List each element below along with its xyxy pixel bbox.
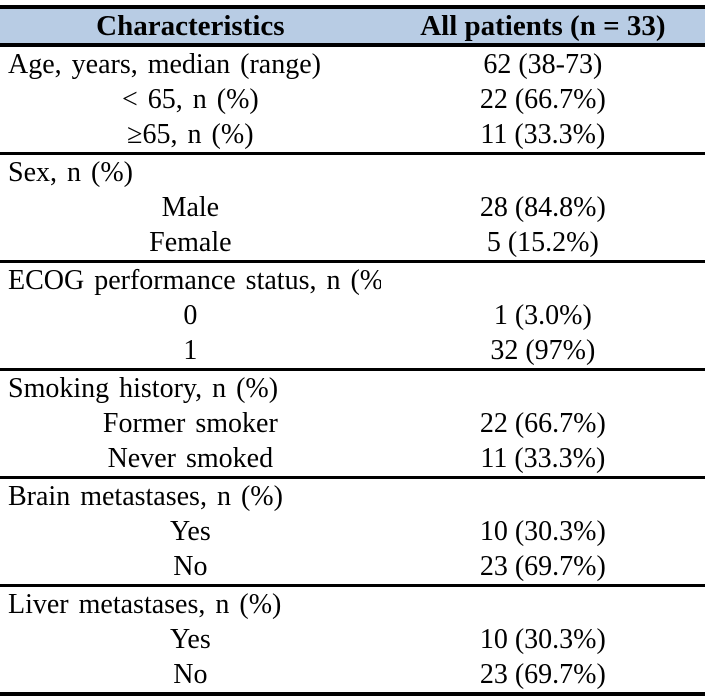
row-value: 10 (30.3%) — [479, 624, 606, 655]
table-row: Smoking history, n (%) — [0, 368, 705, 406]
table-row: ≥65, n (%) 11 (33.3%) — [0, 117, 705, 154]
header-row: Characteristics All patients (n = 33) — [0, 7, 705, 47]
table-row: Liver metastases, n (%) — [0, 584, 705, 622]
row-label: Brain metastases, n (%) — [0, 476, 381, 514]
row-value: 10 (30.3%) — [479, 516, 606, 547]
row-label: < 65, n (%) — [121, 84, 259, 115]
row-value: 23 (69.7%) — [479, 659, 606, 690]
table-row: ECOG performance status, n (%) — [0, 260, 705, 298]
table-row: 1 32 (97%) — [0, 333, 705, 370]
row-value: 32 (97%) — [490, 335, 596, 366]
row-label: No — [173, 551, 208, 582]
table-row: Age, years, median (range) 62 (38-73) — [0, 45, 705, 82]
row-label: Female — [149, 227, 232, 258]
row-value — [380, 476, 705, 514]
row-label: Never smoked — [107, 443, 274, 474]
row-value: 1 (3.0%) — [493, 300, 592, 331]
table-row: Female 5 (15.2%) — [0, 225, 705, 262]
table-row: 0 1 (3.0%) — [0, 298, 705, 333]
row-value: 22 (66.7%) — [479, 408, 606, 439]
row-label: ECOG performance status, n (%) — [0, 260, 381, 298]
row-label: No — [173, 659, 208, 690]
table-row: Brain metastases, n (%) — [0, 476, 705, 514]
row-value: 22 (66.7%) — [479, 84, 606, 115]
row-value: 5 (15.2%) — [486, 227, 599, 258]
row-value — [380, 152, 705, 190]
row-label: Sex, n (%) — [0, 152, 381, 190]
row-value: 28 (84.8%) — [479, 192, 606, 223]
row-value — [380, 584, 705, 622]
row-value: 11 (33.3%) — [480, 443, 606, 474]
table-row: No 23 (69.7%) — [0, 549, 705, 586]
row-label: Male — [161, 192, 220, 223]
table-row: Male 28 (84.8%) — [0, 190, 705, 225]
row-value: 62 (38-73) — [483, 49, 603, 80]
patient-characteristics-table: Characteristics All patients (n = 33) Ag… — [0, 5, 705, 696]
header-cell-all-patients: All patients (n = 33) — [380, 7, 705, 47]
row-value: 11 (33.3%) — [480, 119, 606, 150]
row-label: ≥65, n (%) — [127, 119, 254, 150]
table-row: Sex, n (%) — [0, 152, 705, 190]
row-label: 1 — [183, 335, 198, 366]
row-label: Liver metastases, n (%) — [0, 584, 381, 622]
table-row: Yes 10 (30.3%) — [0, 514, 705, 549]
row-label: Age, years, median (range) — [8, 49, 321, 80]
table-row: Yes 10 (30.3%) — [0, 622, 705, 657]
row-value — [380, 260, 705, 298]
row-label: Smoking history, n (%) — [0, 368, 381, 406]
table-row: < 65, n (%) 22 (66.7%) — [0, 82, 705, 117]
row-label: Former smoker — [102, 408, 278, 439]
table-row: Never smoked 11 (33.3%) — [0, 441, 705, 478]
row-label: Yes — [169, 624, 211, 655]
row-value: 23 (69.7%) — [479, 551, 606, 582]
table-row: No 23 (69.7%) — [0, 657, 705, 694]
table-header: Characteristics All patients (n = 33) — [0, 7, 705, 47]
table-row: Former smoker 22 (66.7%) — [0, 406, 705, 441]
header-cell-characteristics: Characteristics — [0, 7, 381, 47]
table-body: Age, years, median (range) 62 (38-73) < … — [0, 45, 705, 694]
row-value — [380, 368, 705, 406]
row-label: Yes — [169, 516, 211, 547]
row-label: 0 — [183, 300, 198, 331]
